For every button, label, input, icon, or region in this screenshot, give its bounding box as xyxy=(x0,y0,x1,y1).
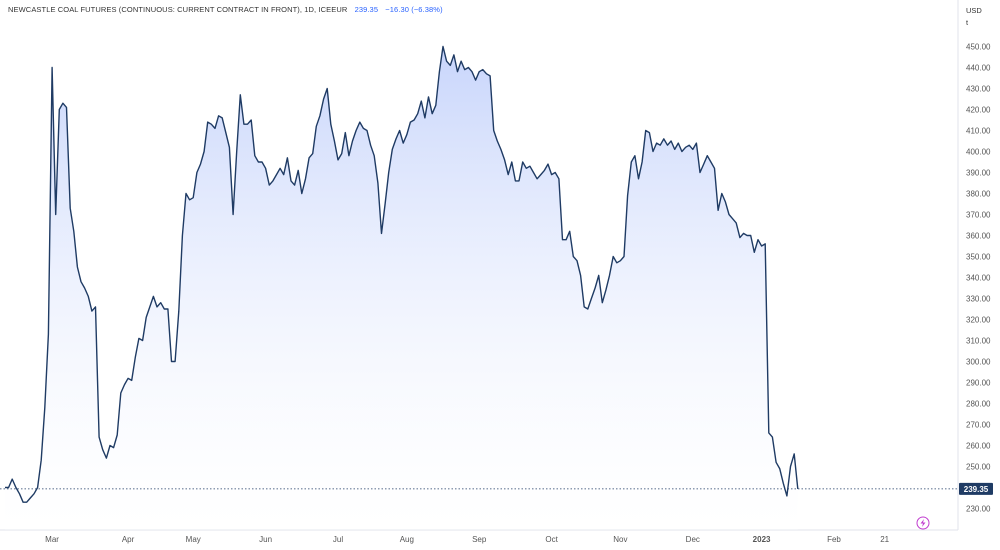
x-tick-label: Nov xyxy=(613,535,627,544)
x-tick-label: Sep xyxy=(472,535,487,544)
y-tick-label: 250.00 xyxy=(966,463,991,472)
y-tick-label: 260.00 xyxy=(966,442,991,451)
last-price: 239.35 xyxy=(354,5,379,14)
y-tick-label: 310.00 xyxy=(966,337,991,346)
y-tick-label: 350.00 xyxy=(966,253,991,262)
x-tick-label: Feb xyxy=(827,535,841,544)
chart-title: NEWCASTLE COAL FUTURES (CONTINUOUS: CURR… xyxy=(8,5,348,14)
y-tick-label: 410.00 xyxy=(966,127,991,136)
y-tick-label: 400.00 xyxy=(966,148,991,157)
x-axis: Mar Apr May Jun Jul Aug Sep Oct Nov Dec 2023 Feb 21 xyxy=(45,535,889,544)
y-tick-label: 340.00 xyxy=(966,274,991,283)
y-tick-label: 280.00 xyxy=(966,400,991,409)
x-tick-label: Oct xyxy=(545,535,558,544)
last-price-badge: 239.35 xyxy=(959,482,993,495)
x-tick-label: Aug xyxy=(400,535,414,544)
y-tick-label: 320.00 xyxy=(966,316,991,325)
last-price-label: 239.35 xyxy=(964,485,989,494)
y-tick-label: 440.00 xyxy=(966,64,991,73)
y-tick-label: 370.00 xyxy=(966,211,991,220)
currency-label: USD xyxy=(966,6,982,15)
y-tick-label: 290.00 xyxy=(966,379,991,388)
x-tick-label: Mar xyxy=(45,535,59,544)
y-tick-label: 430.00 xyxy=(966,85,991,94)
y-tick-label: 270.00 xyxy=(966,421,991,430)
y-tick-label: 390.00 xyxy=(966,169,991,178)
x-tick-label: 21 xyxy=(880,535,889,544)
unit-label: t xyxy=(966,18,969,27)
price-change: −16.30 (−6.38%) xyxy=(385,5,443,14)
y-tick-label: 450.00 xyxy=(966,43,991,52)
y-tick-label: 420.00 xyxy=(966,106,991,115)
x-tick-label: Apr xyxy=(122,535,135,544)
y-tick-label: 230.00 xyxy=(966,505,991,514)
price-line xyxy=(5,45,799,503)
x-tick-label: 2023 xyxy=(753,535,771,544)
y-tick-label: 360.00 xyxy=(966,232,991,241)
y-tick-label: 330.00 xyxy=(966,295,991,304)
y-tick-label: 300.00 xyxy=(966,358,991,367)
price-area xyxy=(5,46,798,530)
chart-header: NEWCASTLE COAL FUTURES (CONTINUOUS: CURR… xyxy=(8,5,443,14)
x-tick-label: May xyxy=(186,535,201,544)
y-axis: 230.00240.00250.00260.00270.00280.00290.… xyxy=(966,43,991,514)
x-tick-label: Jul xyxy=(333,535,343,544)
y-tick-label: 380.00 xyxy=(966,190,991,199)
lightning-icon[interactable] xyxy=(916,516,930,530)
x-tick-label: Jun xyxy=(259,535,272,544)
x-tick-label: Dec xyxy=(686,535,700,544)
axis-unit-label: USD t xyxy=(966,5,982,29)
